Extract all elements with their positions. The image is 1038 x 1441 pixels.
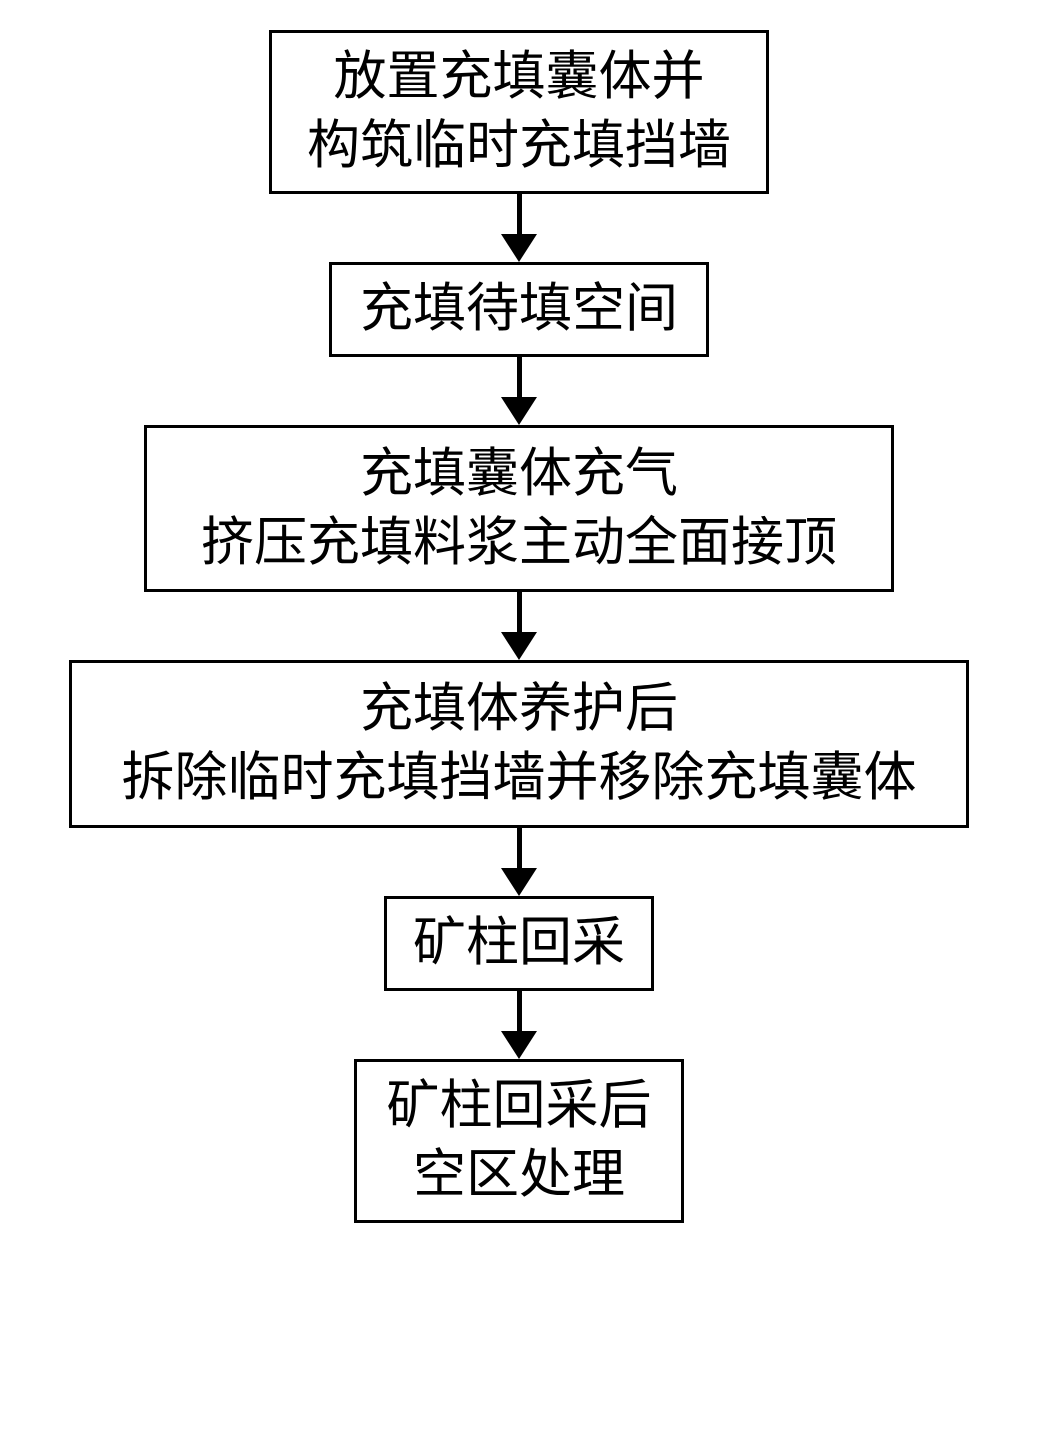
flowchart-node-2: 充填待填空间 xyxy=(329,262,709,357)
flowchart-arrow xyxy=(501,991,537,1059)
arrow-head-icon xyxy=(501,868,537,896)
node-text-line: 充填体养护后 xyxy=(360,675,678,744)
flowchart-node-1: 放置充填囊体并构筑临时充填挡墙 xyxy=(269,30,769,194)
node-text-line: 矿柱回采后 xyxy=(387,1072,652,1141)
arrow-line xyxy=(517,357,522,397)
flowchart-arrow xyxy=(501,357,537,425)
flowchart-node-4: 充填体养护后拆除临时充填挡墙并移除充填囊体 xyxy=(69,660,969,828)
node-text-line: 放置充填囊体并 xyxy=(334,43,705,112)
arrow-line xyxy=(517,592,522,632)
arrow-line xyxy=(517,828,522,868)
node-text-line: 空区处理 xyxy=(413,1141,625,1210)
flowchart-node-3: 充填囊体充气挤压充填料浆主动全面接顶 xyxy=(144,425,894,593)
flowchart-arrow xyxy=(501,592,537,660)
flowchart-arrow xyxy=(501,194,537,262)
arrow-head-icon xyxy=(501,234,537,262)
arrow-head-icon xyxy=(501,1031,537,1059)
node-text-line: 挤压充填料浆主动全面接顶 xyxy=(201,509,837,578)
node-text-line: 充填囊体充气 xyxy=(360,440,678,509)
arrow-head-icon xyxy=(501,397,537,425)
flowchart-container: 放置充填囊体并构筑临时充填挡墙充填待填空间充填囊体充气挤压充填料浆主动全面接顶充… xyxy=(69,30,969,1223)
node-text-line: 拆除临时充填挡墙并移除充填囊体 xyxy=(122,744,917,813)
flowchart-node-6: 矿柱回采后空区处理 xyxy=(354,1059,684,1223)
flowchart-arrow xyxy=(501,828,537,896)
arrow-line xyxy=(517,991,522,1031)
arrow-line xyxy=(517,194,522,234)
node-text-line: 构筑临时充填挡墙 xyxy=(307,112,731,181)
flowchart-node-5: 矿柱回采 xyxy=(384,896,654,991)
arrow-head-icon xyxy=(501,632,537,660)
node-text-line: 充填待填空间 xyxy=(360,275,678,344)
node-text-line: 矿柱回采 xyxy=(413,909,625,978)
